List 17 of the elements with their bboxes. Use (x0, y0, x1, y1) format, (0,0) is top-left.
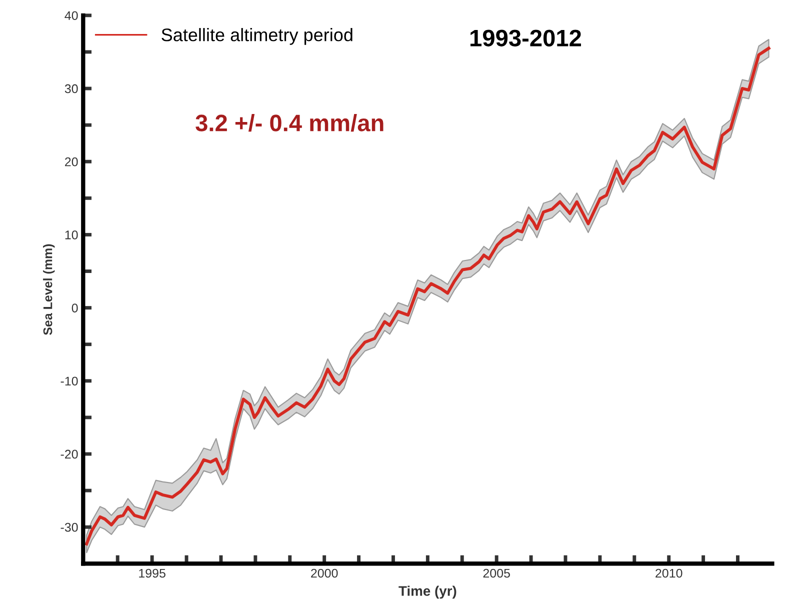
y-tick-label: 0 (72, 304, 78, 312)
legend-label: Satellite altimetry period (162, 28, 352, 45)
y-tick-label: 40 (64, 11, 78, 20)
x-tick-label: 1995 (139, 568, 166, 578)
x-axis-title: Time (yr) (398, 586, 456, 599)
y-tick-label: 20 (65, 157, 78, 166)
annotation: 3.2 +/- 0.4 mm/an (196, 114, 384, 132)
y-tick-label: 10 (65, 230, 78, 240)
x-tick-label: 2000 (311, 568, 338, 578)
y-axis-title: Sea Level (mm) (43, 244, 55, 336)
y-tick-label: -30 (60, 522, 78, 532)
x-tick-label: 2010 (656, 568, 682, 578)
y-tick-label: 30 (64, 84, 78, 94)
chart-title: 1993-2012 (470, 30, 581, 46)
x-tick-label: 2005 (483, 568, 510, 578)
y-tick-label: -20 (60, 450, 78, 459)
y-tick-label: -10 (60, 376, 78, 386)
